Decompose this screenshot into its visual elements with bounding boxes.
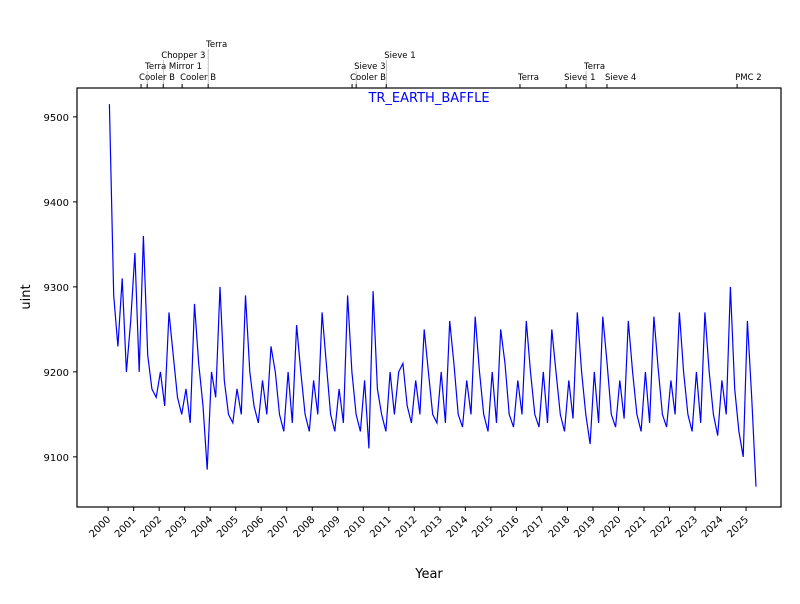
plot-frame [76, 87, 782, 508]
x-tick-label: 2007 [266, 514, 292, 540]
event-label: Terra [583, 62, 605, 72]
event-label: Cooler B [180, 73, 216, 83]
x-tick-label: 2012 [394, 514, 420, 540]
y-tick-label: 9200 [44, 368, 69, 379]
event-label: Terra [517, 73, 539, 83]
x-tick-label: 2004 [190, 514, 216, 540]
x-tick-label: 2015 [470, 514, 496, 540]
x-tick-label: 2006 [241, 514, 267, 540]
event-label: Sieve 3 [354, 62, 385, 72]
x-tick-label: 2017 [521, 514, 547, 540]
event-label: Sieve 4 [605, 73, 636, 83]
y-tick-label: 9300 [44, 283, 69, 294]
x-tick-label: 2022 [649, 514, 675, 540]
x-tick-label: 2016 [496, 514, 522, 540]
x-tick-label: 2024 [700, 514, 726, 540]
event-label: Terra Mirror 1 [144, 62, 202, 72]
y-axis-label: uint [19, 284, 34, 309]
x-tick-label: 2009 [317, 514, 343, 540]
x-tick-label: 2020 [598, 514, 624, 540]
x-tick-label: 2019 [572, 514, 598, 540]
x-tick-label: 2011 [368, 514, 394, 540]
x-tick-label: 2010 [343, 514, 369, 540]
event-label: Chopper 3 [161, 51, 205, 61]
x-tick-label: 2003 [164, 514, 190, 540]
chart-title: TR_EARTH_BAFFLE [367, 91, 489, 106]
x-axis-label: Year [414, 567, 443, 582]
event-label: PMC 2 [735, 73, 762, 83]
y-tick-label: 9100 [44, 453, 69, 464]
x-tick-label: 2023 [674, 514, 700, 540]
event-label: Sieve 1 [564, 73, 595, 83]
event-label: Cooler B [139, 73, 175, 83]
y-tick-label: 9400 [44, 198, 69, 209]
x-tick-label: 2013 [419, 514, 445, 540]
x-tick-label: 2021 [623, 514, 649, 540]
x-tick-label: 2025 [725, 514, 751, 540]
y-tick-label: 9500 [44, 113, 69, 124]
x-tick-label: 2005 [215, 514, 241, 540]
x-tick-label: 2000 [87, 514, 113, 540]
x-tick-label: 2014 [445, 514, 471, 540]
event-label: Terra [205, 40, 227, 50]
x-tick-label: 2018 [547, 514, 573, 540]
event-label: Sieve 1 [384, 51, 415, 61]
event-label: Cooler B [350, 73, 386, 83]
x-tick-label: 2002 [139, 514, 165, 540]
series-line [108, 104, 757, 487]
x-tick-label: 2001 [113, 514, 139, 540]
x-tick-label: 2008 [292, 514, 318, 540]
